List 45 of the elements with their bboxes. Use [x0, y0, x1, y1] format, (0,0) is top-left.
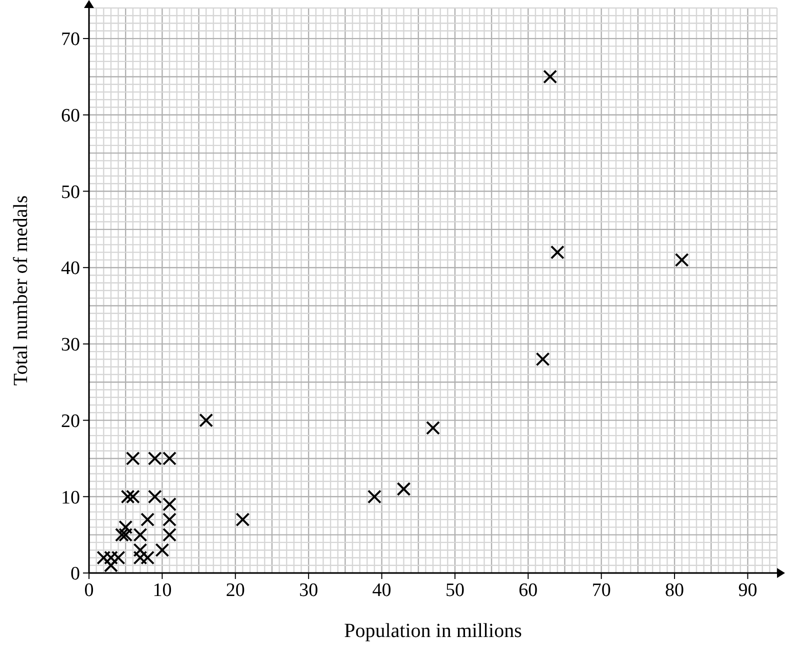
point — [236, 512, 250, 527]
y-axis-title: Total number of medals — [10, 195, 32, 386]
x-tick-label: 10 — [152, 580, 172, 601]
point — [133, 543, 148, 558]
point — [120, 490, 135, 504]
y-tick-label: 20 — [61, 410, 80, 432]
point — [104, 558, 118, 572]
x-tick-label: 40 — [372, 580, 392, 601]
x-tick-label: 20 — [226, 580, 245, 601]
point — [543, 70, 558, 84]
point — [114, 528, 129, 542]
point — [162, 512, 177, 527]
y-tick-label: 0 — [70, 564, 80, 585]
point — [140, 550, 155, 565]
y-tick-label: 40 — [61, 258, 80, 280]
x-tick-label: 70 — [592, 580, 611, 601]
point — [126, 490, 140, 504]
y-tick-label: 10 — [61, 487, 80, 508]
y-tick-label: 60 — [61, 106, 80, 127]
point — [162, 528, 177, 542]
point — [536, 352, 550, 366]
point — [162, 497, 177, 512]
x-axis-title: Population in millions — [344, 620, 522, 642]
point — [396, 482, 411, 496]
point — [140, 512, 155, 527]
point — [133, 550, 148, 565]
point — [104, 550, 118, 565]
y-tick-label: 30 — [61, 334, 80, 356]
x-tick-label: 60 — [518, 580, 538, 601]
x-tick-label: 0 — [84, 580, 94, 601]
y-tick-label: 70 — [61, 29, 80, 50]
point — [550, 245, 564, 260]
point — [674, 252, 689, 267]
y-tick-label: 50 — [61, 182, 80, 203]
point — [367, 490, 382, 504]
x-tick-label: 30 — [299, 580, 318, 601]
point — [199, 413, 214, 428]
x-tick-label: 50 — [445, 580, 464, 601]
x-tick-label: 90 — [738, 580, 758, 601]
point — [155, 543, 170, 558]
point — [148, 490, 162, 504]
x-tick-label: 80 — [665, 580, 684, 601]
point — [118, 520, 133, 534]
point — [426, 420, 440, 435]
point — [126, 451, 140, 466]
